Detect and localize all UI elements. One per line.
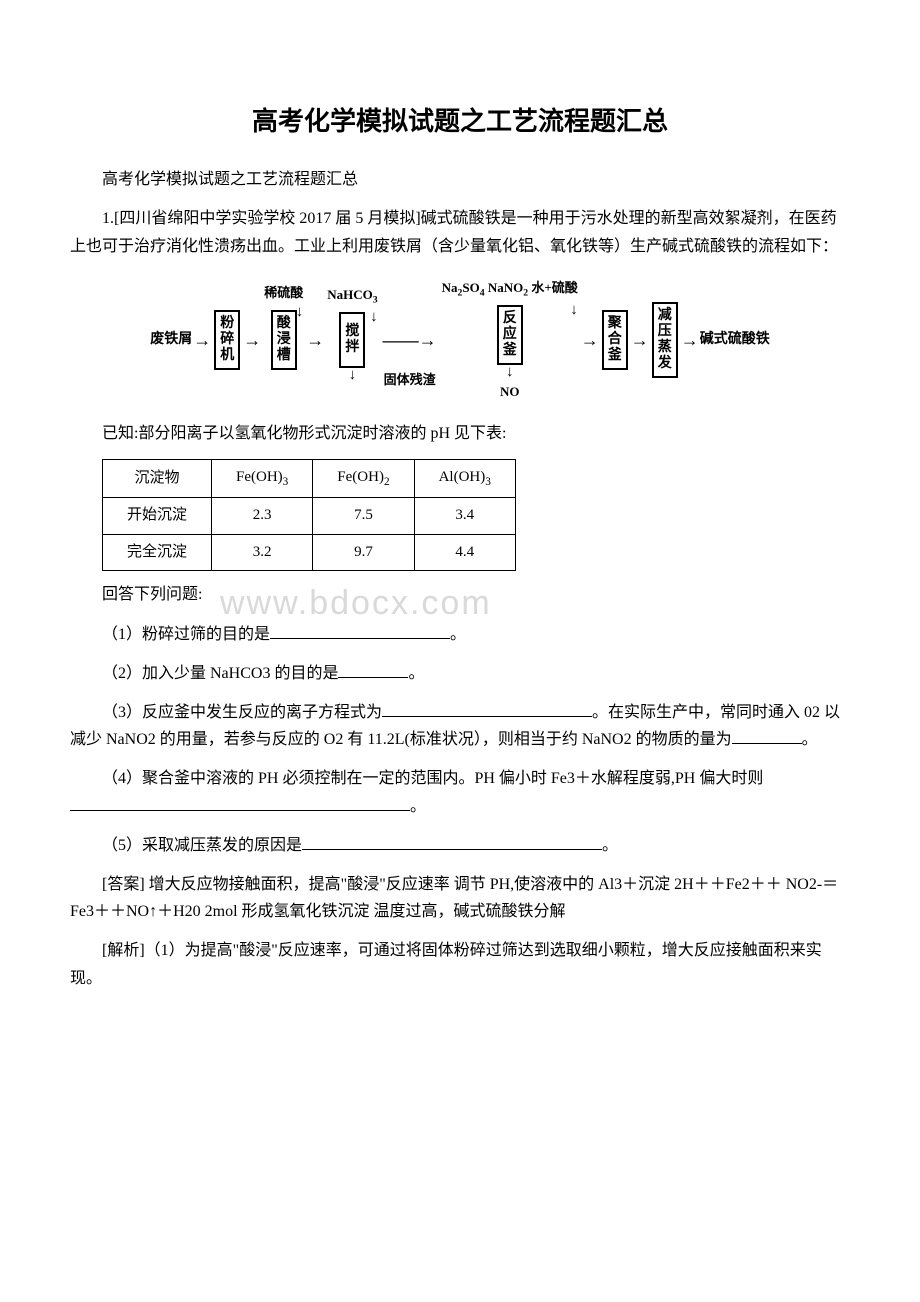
table-header: Fe(OH)3 <box>212 460 313 498</box>
flow-input-label: 废铁屑 <box>150 328 192 352</box>
table-header: 沉淀物 <box>103 460 212 498</box>
blank-line <box>302 834 602 850</box>
flow-box-6: 减压蒸发 <box>652 302 678 378</box>
table-row: 开始沉淀 2.3 7.5 3.4 <box>103 498 516 535</box>
subtitle-line: 高考化学模拟试题之工艺流程题汇总 <box>70 166 850 193</box>
ph-table: 沉淀物 Fe(OH)3 Fe(OH)2 Al(OH)3 开始沉淀 2.3 7.5… <box>102 459 516 571</box>
arrow-icon: ——→ <box>383 312 437 368</box>
down-arrow-icon: ↓ <box>370 310 378 325</box>
answer-prompt: 回答下列问题: <box>70 581 850 608</box>
table-cell: 3.4 <box>414 498 515 535</box>
q2-end: 。 <box>408 665 424 682</box>
q3b-end: 。 <box>802 731 818 748</box>
blank-line <box>70 795 410 811</box>
arrow-icon: → <box>306 325 324 356</box>
arrow-icon: → <box>631 325 649 356</box>
flow-box-4: 反应釜 <box>497 305 523 365</box>
question-item-4: （4）聚合釜中溶液的 PH 必须控制在一定的范围内。PH 偏小时 Fe3＋水解程… <box>70 765 850 819</box>
arrow-icon: → <box>681 325 699 356</box>
flow-box-1: 粉碎机 <box>214 310 240 370</box>
answer-block: [答案] 增大反应物接触面积，提高"酸浸"反应速率 调节 PH,使溶液中的 Al… <box>70 871 850 925</box>
table-cell: 4.4 <box>414 534 515 571</box>
q1-text: （1）粉碎过筛的目的是 <box>102 626 270 643</box>
flow-output-4: NO <box>500 381 520 403</box>
down-arrow-icon: ↓ <box>296 305 304 320</box>
flow-box-5: 聚合釜 <box>602 310 628 370</box>
q3a-text: （3）反应釜中发生反应的离子方程式为 <box>102 704 382 721</box>
flow-diagram: 废铁屑 → 粉碎机 → 稀硫酸 ↓ 酸浸槽 → NaHCO3 ↓ 搅拌 ↓ <box>70 274 850 406</box>
explanation-block: [解析]（1）为提高"酸浸"反应速率，可通过将固体粉碎过筛达到选取细小颗粒，增大… <box>70 937 850 991</box>
flow-output-3: 固体残渣 <box>384 369 436 391</box>
q4-end: 。 <box>410 798 426 815</box>
question-item-1: （1）粉碎过筛的目的是 。 <box>70 621 850 648</box>
q2-text: （2）加入少量 NaHCO3 的目的是 <box>102 665 338 682</box>
table-cell: 3.2 <box>212 534 313 571</box>
blank-line <box>270 623 450 639</box>
arrow-icon: → <box>193 325 211 356</box>
flow-box-3: 搅拌 <box>339 312 365 368</box>
ph-note: 已知:部分阳离子以氢氧化物形式沉淀时溶液的 pH 见下表: <box>70 420 850 447</box>
down-arrow-icon: ↓ <box>349 368 357 383</box>
flow-input-4: Na2SO4 NaNO2 水+硫酸 <box>442 277 578 302</box>
table-cell: 完全沉淀 <box>103 534 212 571</box>
question-1-intro: 1.[四川省绵阳中学实验学校 2017 届 5 月模拟]碱式硫酸铁是一种用于污水… <box>70 205 850 259</box>
table-row: 沉淀物 Fe(OH)3 Fe(OH)2 Al(OH)3 <box>103 460 516 498</box>
flow-input-2: NaHCO3 <box>327 284 377 309</box>
q5-text: （5）采取减压蒸发的原因是 <box>102 837 302 854</box>
arrow-icon: → <box>243 325 261 356</box>
arrow-icon: → <box>581 325 599 356</box>
q4-text: （4）聚合釜中溶液的 PH 必须控制在一定的范围内。PH 偏小时 Fe3＋水解程… <box>70 770 763 787</box>
question-item-2: （2）加入少量 NaHCO3 的目的是 。 <box>70 660 850 687</box>
blank-line <box>732 728 802 744</box>
table-cell: 9.7 <box>313 534 414 571</box>
table-header: Al(OH)3 <box>414 460 515 498</box>
table-cell: 7.5 <box>313 498 414 535</box>
flow-box-2: 酸浸槽 <box>271 310 297 370</box>
table-header: Fe(OH)2 <box>313 460 414 498</box>
blank-line <box>382 701 592 717</box>
flow-input-1: 稀硫酸 <box>264 282 303 304</box>
down-arrow-icon: ↓ <box>506 365 514 380</box>
table-cell: 开始沉淀 <box>103 498 212 535</box>
down-arrow-icon: ↓ <box>570 303 578 318</box>
question-item-3: （3）反应釜中发生反应的离子方程式为。在实际生产中，常同时通入 02 以减少 N… <box>70 699 850 753</box>
table-cell: 2.3 <box>212 498 313 535</box>
q1-end: 。 <box>450 626 466 643</box>
question-item-5: （5）采取减压蒸发的原因是 。 <box>70 832 850 859</box>
flow-output-label: 碱式硫酸铁 <box>700 328 770 352</box>
blank-line <box>338 662 408 678</box>
q5-end: 。 <box>602 837 618 854</box>
table-row: 完全沉淀 3.2 9.7 4.4 <box>103 534 516 571</box>
document-title: 高考化学模拟试题之工艺流程题汇总 <box>70 100 850 144</box>
